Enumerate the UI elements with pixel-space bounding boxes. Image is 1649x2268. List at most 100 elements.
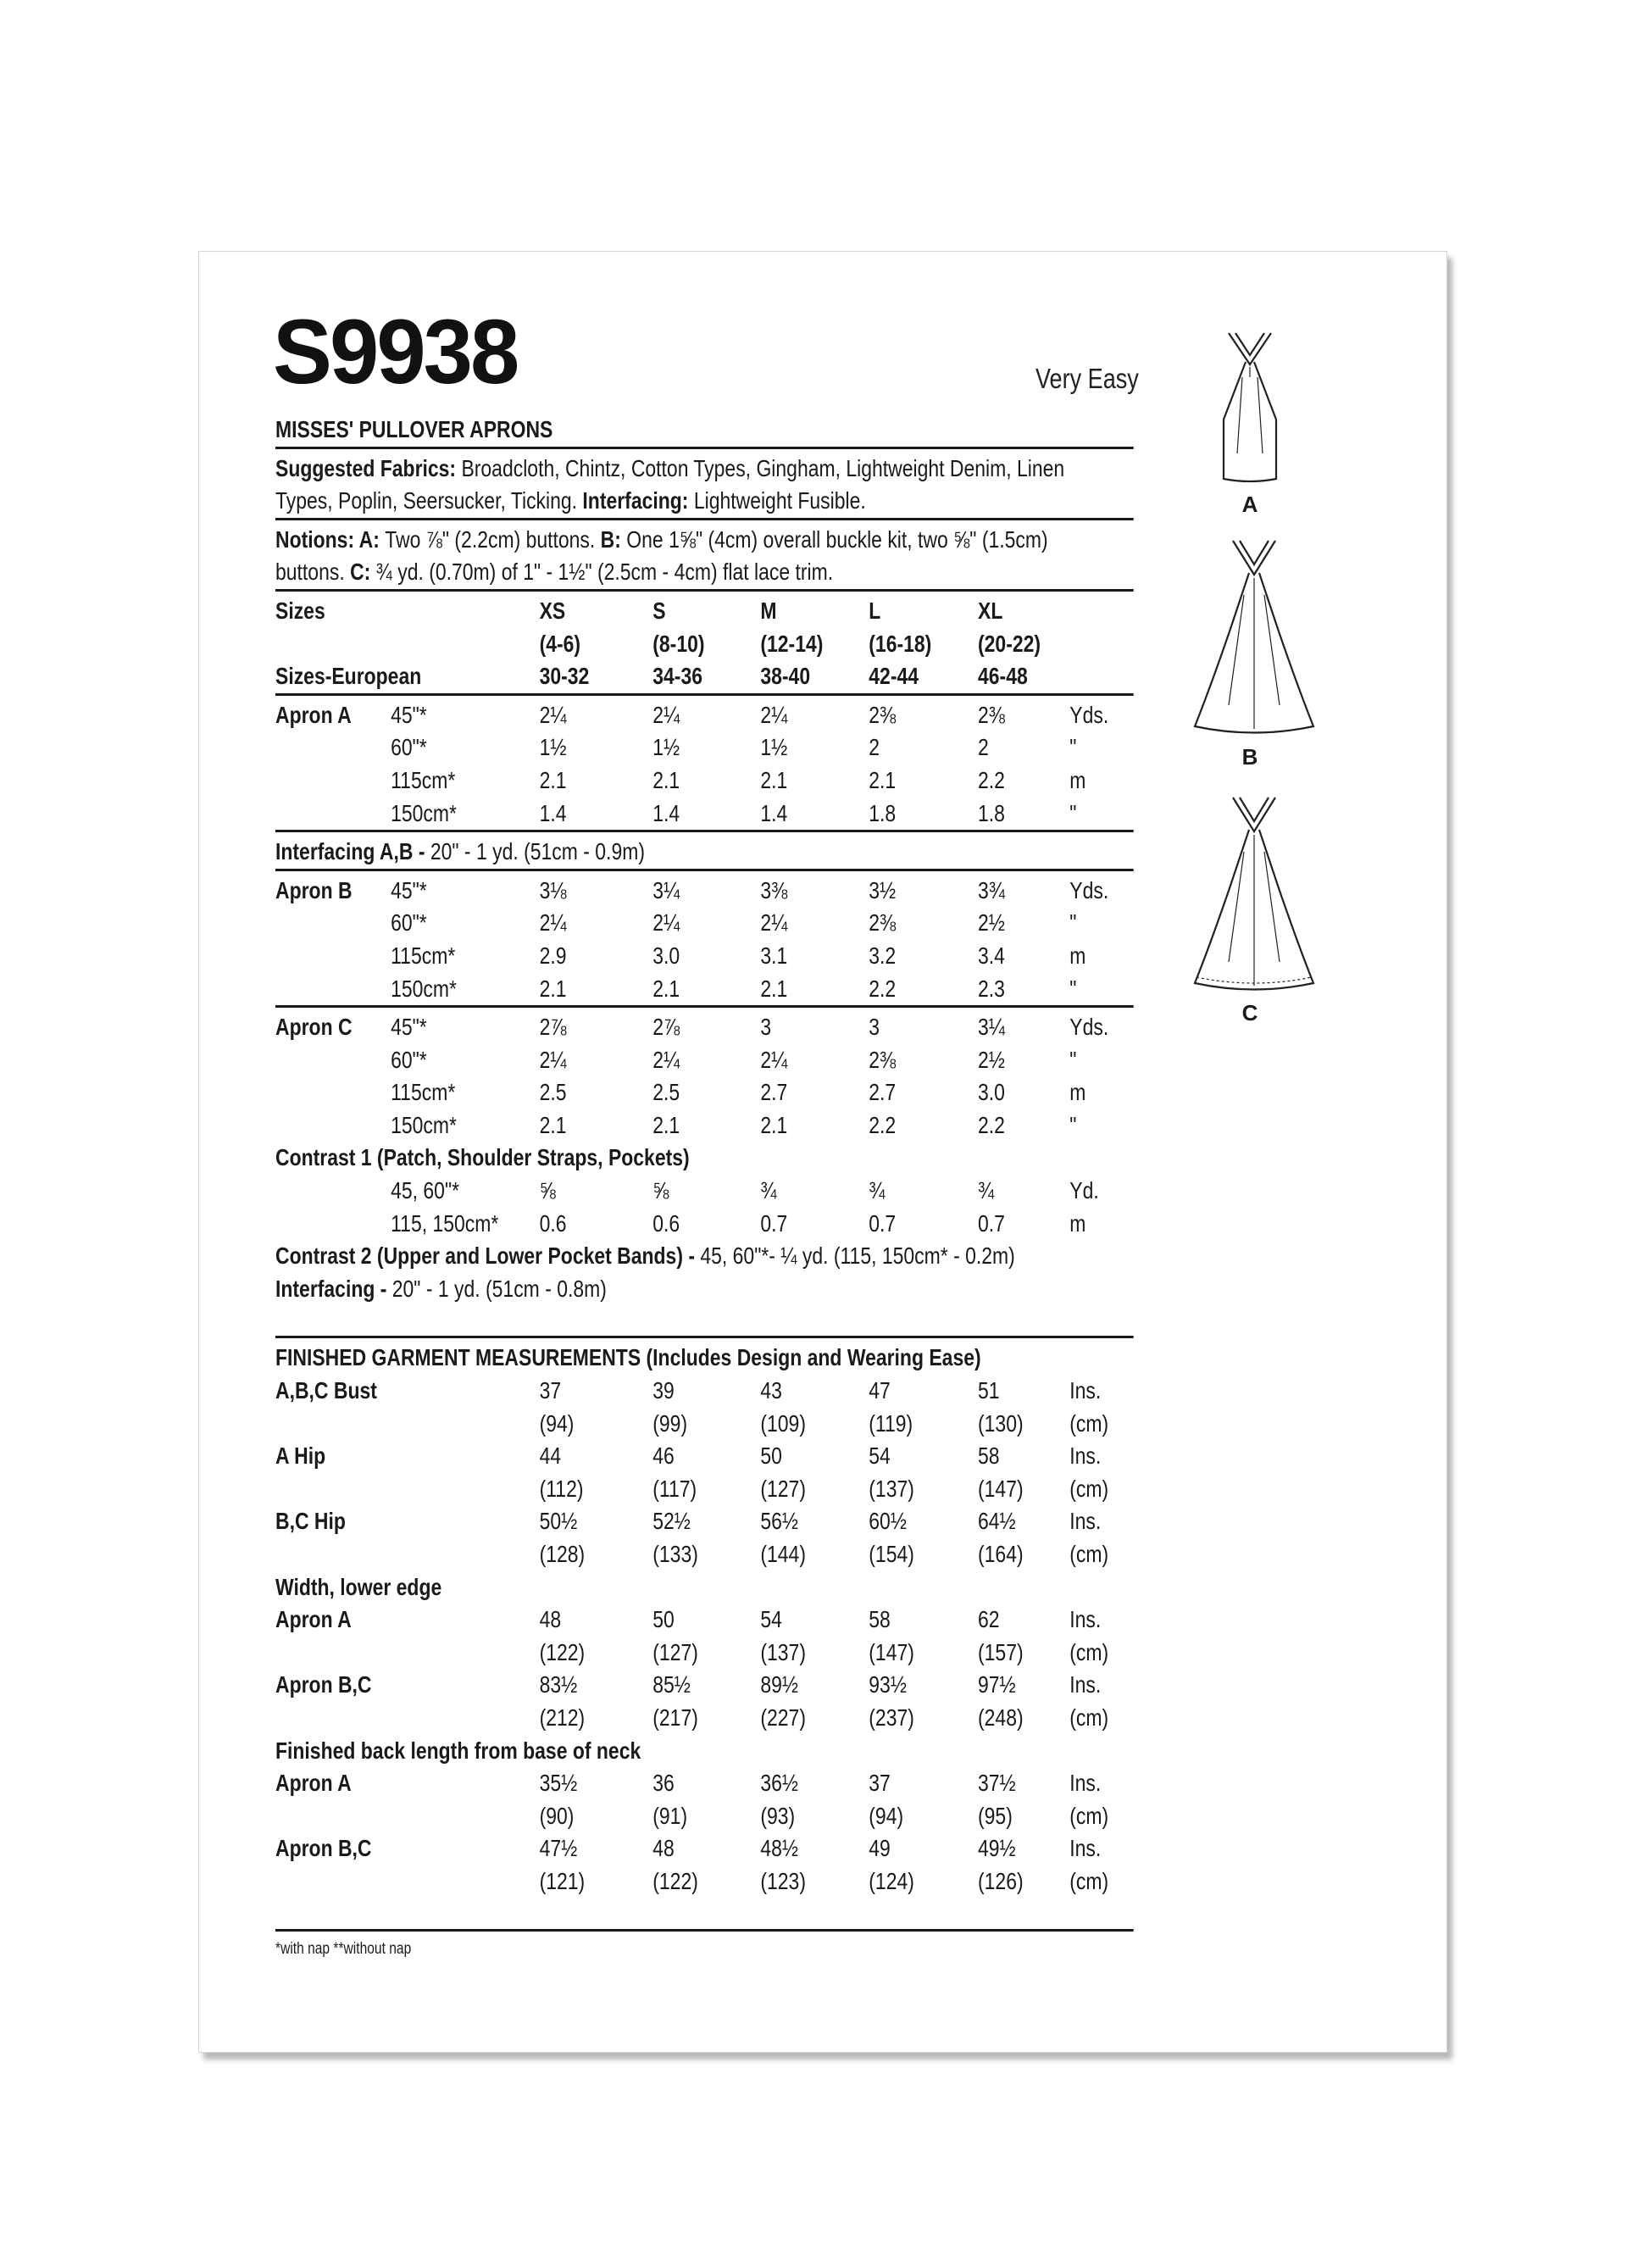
text-segment: Contrast 1 (Patch, Shoulder Straps, Pock… <box>275 1144 690 1171</box>
size-value: 54 <box>760 1606 782 1633</box>
size-value: 3.2 <box>869 942 897 969</box>
divider <box>275 588 1134 592</box>
size-value: 2¼ <box>539 909 567 937</box>
fabric-width: 45, 60"* <box>391 1177 460 1204</box>
size-value: 50½ <box>539 1508 578 1535</box>
text-segment: C: <box>350 559 376 586</box>
size-value: M <box>760 597 777 624</box>
size-value: 48 <box>539 1606 562 1633</box>
text-segment: Suggested Fabrics: <box>275 454 462 481</box>
measurement-row: (122) (127) (137) (147) (157) (cm) <box>275 1637 1134 1670</box>
size-value: 2.7 <box>760 1079 788 1106</box>
size-value: 93½ <box>869 1671 907 1698</box>
section-heading: MISSES' PULLOVER APRONS <box>275 414 1134 447</box>
unit: Ins. <box>1069 1671 1102 1698</box>
fabric-width: 115cm* <box>391 942 456 969</box>
size-value: 56½ <box>760 1508 799 1535</box>
size-value: (126) <box>978 1867 1024 1894</box>
size-value: 2.5 <box>539 1079 567 1106</box>
spacer <box>275 1898 1134 1929</box>
sizes-row: Sizes-European 30-32 34-36 38-40 42-44 46-48 <box>275 660 1134 693</box>
size-value: 2.2 <box>978 1111 1005 1138</box>
size-value: XL <box>978 597 1003 624</box>
contrast1-yardage-row: 115, 150cm* 0.6 0.6 0.7 0.7 0.7 m <box>275 1208 1134 1241</box>
size-value: 34-36 <box>652 663 702 690</box>
size-value: 3¼ <box>978 1014 1005 1041</box>
unit: " <box>1069 1111 1077 1138</box>
view-label-c: C <box>1241 1000 1258 1026</box>
apron-a-yardage-row: 115cm* 2.1 2.1 2.1 2.1 2.2 m <box>275 764 1134 798</box>
size-value: 2¼ <box>760 1046 788 1073</box>
unit: Ins. <box>1069 1443 1102 1470</box>
size-value: L <box>869 597 881 624</box>
size-value: ¾ <box>760 1177 777 1204</box>
apron-b-yardage-row: 60"* 2¼ 2¼ 2¼ 2⅜ 2½ " <box>275 907 1134 940</box>
size-value: 50 <box>760 1443 782 1470</box>
row-label: Apron A <box>275 701 352 728</box>
size-value: 1.4 <box>760 799 788 826</box>
unit: " <box>1069 799 1077 826</box>
size-value: (137) <box>869 1475 914 1502</box>
divider <box>275 517 1134 520</box>
row-label: Apron A <box>275 1606 352 1633</box>
size-value: 51 <box>978 1377 1000 1404</box>
apron-view-b-illustration <box>1193 540 1315 734</box>
size-value: (127) <box>652 1638 698 1665</box>
text-segment: Lightweight Fusible. <box>693 487 866 514</box>
unit: Ins. <box>1069 1835 1102 1862</box>
size-value: 2¼ <box>760 909 788 937</box>
row-label: Apron B <box>275 876 353 903</box>
text-segment: ¾ yd. (0.70m) of 1" - 1½" (2.5cm - 4cm) … <box>375 559 834 586</box>
size-value: 46-48 <box>978 663 1028 690</box>
text-segment: Types, Poplin, Seersucker, Ticking. <box>275 487 583 514</box>
unit: Yds. <box>1069 701 1109 728</box>
apron-view-c-illustration <box>1193 797 1315 991</box>
divider <box>275 692 1134 696</box>
row-label: Width, lower edge <box>275 1573 442 1600</box>
fabric-width: 115cm* <box>391 1079 456 1106</box>
sizes-row: Sizes XS S M L XL <box>275 595 1134 628</box>
size-value: (119) <box>869 1409 913 1437</box>
measurement-row: (212) (217) (227) (237) (248) (cm) <box>275 1702 1134 1735</box>
size-value: 3.0 <box>978 1079 1005 1106</box>
size-value: 3¼ <box>652 876 680 903</box>
size-value: 3 <box>760 1014 772 1041</box>
size-value: 35½ <box>539 1770 578 1797</box>
divider <box>275 1005 1134 1009</box>
unit: m <box>1069 942 1086 969</box>
apron-c-yardage-row: 150cm* 2.1 2.1 2.1 2.2 2.2 " <box>275 1109 1134 1142</box>
text-segment: Interfacing - <box>275 1275 392 1302</box>
measurement-row: Width, lower edge <box>275 1571 1134 1604</box>
size-value: 1½ <box>760 734 788 761</box>
size-value: (16-18) <box>869 630 932 657</box>
size-value: 38-40 <box>760 663 811 690</box>
size-value: 2.2 <box>869 1111 897 1138</box>
size-value: 2.5 <box>652 1079 680 1106</box>
size-value: 48 <box>652 1835 675 1862</box>
size-value: (123) <box>760 1867 806 1894</box>
text-segment: Broadcloth, Chintz, Cotton Types, Gingha… <box>461 454 1065 481</box>
size-value: ¾ <box>978 1177 995 1204</box>
size-value: 54 <box>869 1443 891 1470</box>
apron-a-yardage-row: 150cm* 1.4 1.4 1.4 1.8 1.8 " <box>275 798 1134 831</box>
size-value: 37 <box>539 1377 562 1404</box>
size-value: 39 <box>652 1377 675 1404</box>
text-segment: One 1⅝" (4cm) overall buckle kit, two ⅝"… <box>626 525 1048 553</box>
size-value: 0.7 <box>869 1209 897 1237</box>
notions: Notions: A: Two ⅞" (2.2cm) buttons. B: O… <box>275 524 1134 557</box>
view-label-a: A <box>1241 492 1258 517</box>
pattern-info: MISSES' PULLOVER APRONS Suggested Fabrics… <box>275 414 1134 1959</box>
pattern-number: S9938 <box>273 300 519 403</box>
row-label: A Hip <box>275 1443 326 1470</box>
size-value: 37½ <box>978 1770 1016 1797</box>
measurement-row: (90) (91) (93) (94) (95) (cm) <box>275 1800 1134 1833</box>
notions: buttons. C: ¾ yd. (0.70m) of 1" - 1½" (2… <box>275 556 1134 589</box>
size-value: 2.1 <box>652 1111 680 1138</box>
sizes-row: (4-6) (8-10) (12-14) (16-18) (20-22) <box>275 628 1134 661</box>
divider <box>275 868 1134 871</box>
measurement-row: Apron A 48 50 54 58 62 Ins. <box>275 1604 1134 1637</box>
size-value: 58 <box>869 1606 891 1633</box>
size-value: 0.7 <box>978 1209 1005 1237</box>
text-segment: Interfacing: <box>582 487 694 514</box>
size-value: (137) <box>760 1638 806 1665</box>
